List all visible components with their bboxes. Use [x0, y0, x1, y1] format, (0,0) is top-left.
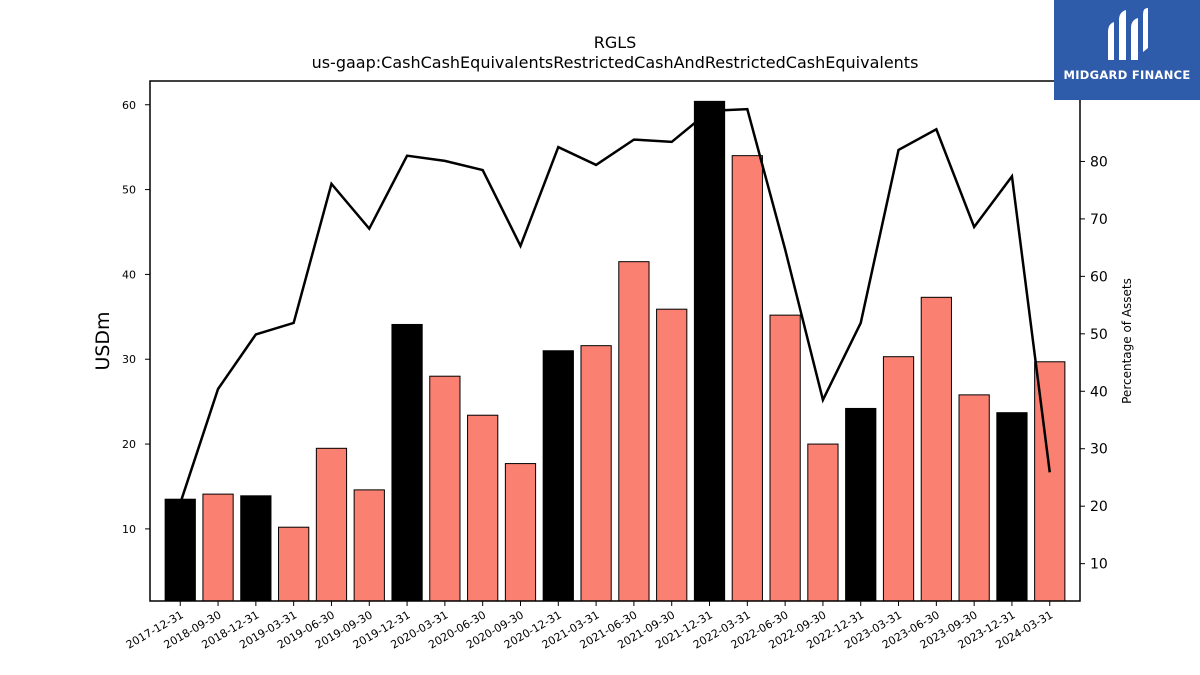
y-tick-label: 60: [122, 99, 136, 112]
bar-2019-12-31: [391, 323, 423, 602]
bar-2018-12-31: [240, 495, 272, 602]
y2-tick-label: 20: [1090, 499, 1108, 515]
line-layer: [179, 107, 1051, 504]
y2-tick-label: 60: [1090, 269, 1108, 285]
y2-axis-label: Percentage of Assets: [1120, 278, 1134, 404]
bar-2018-09-30: [202, 493, 234, 602]
bar-2023-06-30: [920, 296, 952, 602]
bar-2023-12-31: [996, 412, 1028, 602]
bar-2023-09-30: [958, 394, 990, 602]
bar-2023-03-31: [882, 356, 915, 602]
y-tick-label: 40: [122, 268, 136, 281]
y-tick-label: 10: [122, 523, 136, 536]
percentage-line: [179, 107, 1051, 504]
bar-2022-06-30: [769, 314, 801, 602]
bar-2021-03-31: [580, 345, 612, 602]
y2-tick-label: 40: [1090, 384, 1108, 400]
y-tick-label: 50: [122, 184, 136, 197]
y-axis-label: USDm: [92, 311, 114, 370]
bar-2022-12-31: [845, 407, 877, 602]
bar-2021-12-31: [693, 100, 726, 602]
chart-title: RGLS: [594, 33, 637, 52]
y2-tick-label: 70: [1090, 212, 1108, 228]
bar-2022-03-31: [731, 155, 763, 602]
bar-2019-09-30: [353, 489, 385, 602]
y2-tick-label: 50: [1090, 327, 1108, 343]
brand-logo-icon: [1108, 8, 1148, 60]
y-tick-label: 20: [122, 438, 136, 451]
bar-2017-12-31: [164, 498, 196, 602]
bar-2020-09-30: [504, 463, 537, 602]
y2-tick-label: 30: [1090, 442, 1108, 458]
y2-tick-label: 10: [1090, 557, 1108, 573]
y2-tick-label: 80: [1090, 154, 1108, 170]
y-tick-label: 30: [122, 353, 136, 366]
brand-logo: MIDGARD FINANCE: [1054, 0, 1200, 100]
bar-2020-06-30: [467, 414, 499, 602]
brand-name: MIDGARD FINANCE: [1063, 68, 1191, 82]
bar-2022-09-30: [807, 443, 839, 602]
bar-2019-03-31: [278, 526, 310, 602]
bars-group: [164, 100, 1066, 602]
bar-2021-09-30: [656, 308, 688, 602]
bar-2020-12-31: [542, 350, 574, 602]
bar-2021-06-30: [618, 261, 650, 602]
bar-2019-06-30: [315, 447, 348, 602]
chart-subtitle: us-gaap:CashCashEquivalentsRestrictedCas…: [312, 53, 919, 72]
plot-frame: [149, 80, 1081, 602]
bar-2020-03-31: [429, 375, 461, 602]
